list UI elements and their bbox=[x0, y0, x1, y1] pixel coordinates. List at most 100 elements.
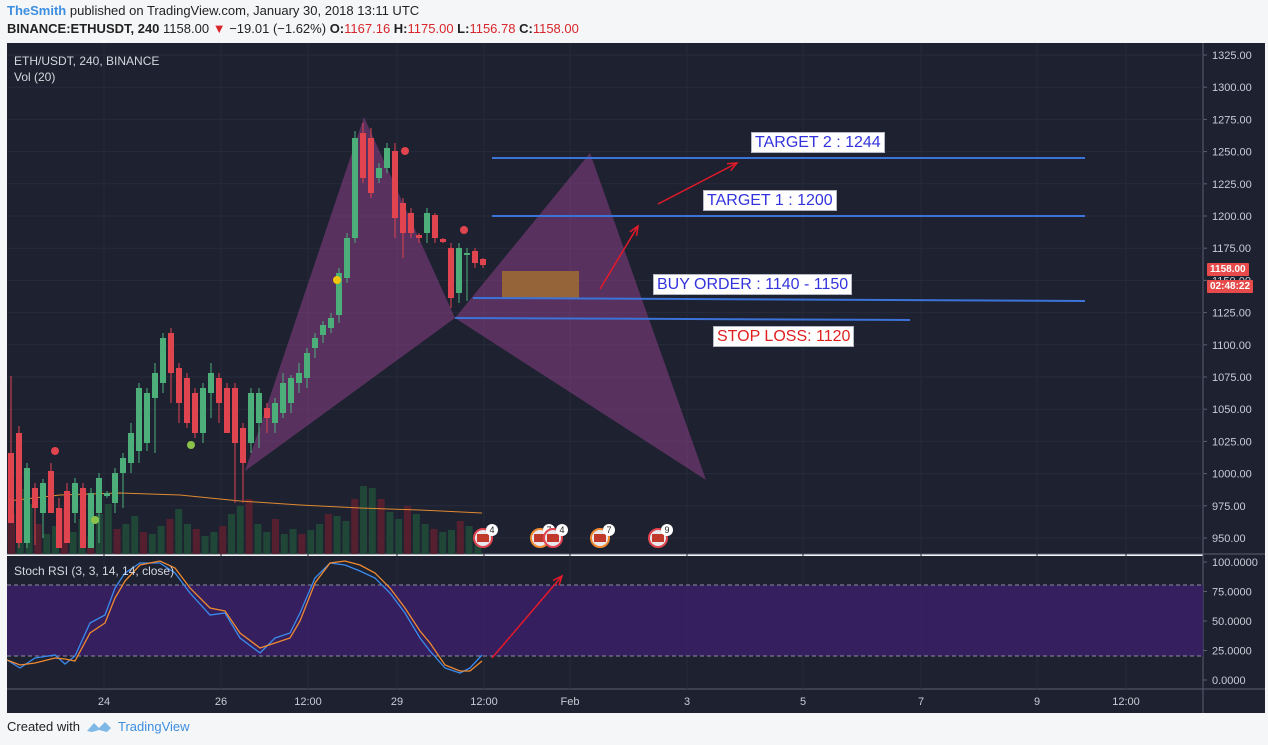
candle-body bbox=[176, 368, 182, 403]
fractal-dot bbox=[187, 441, 195, 449]
candle-body bbox=[432, 215, 438, 238]
volume-bar bbox=[201, 536, 209, 554]
buy-zone-box bbox=[502, 271, 579, 298]
buy-order-line bbox=[472, 297, 1086, 302]
volume-bar bbox=[289, 529, 297, 554]
rsi-tick-label: 0.0000 bbox=[1212, 675, 1246, 687]
volume-bar bbox=[421, 524, 429, 554]
pattern-bcd bbox=[455, 153, 706, 480]
candle-body bbox=[96, 478, 102, 513]
candle-body bbox=[232, 388, 238, 443]
volume-bar bbox=[272, 519, 279, 554]
candle-body bbox=[400, 203, 406, 233]
volume-bar bbox=[404, 506, 411, 554]
close-label: C: bbox=[519, 21, 533, 36]
countdown-badge: 02:48:22 bbox=[1207, 280, 1254, 293]
publish-info: published on TradingView.com, January 30… bbox=[69, 3, 420, 18]
event-count: 4 bbox=[489, 525, 494, 535]
price-chart[interactable]: 1325.00 1300.00 1275.00 1250.00 1225.00 1200.… bbox=[0, 43, 1268, 715]
arrow-rsi-head bbox=[552, 574, 564, 586]
volume-bar bbox=[465, 526, 473, 554]
volume-bar bbox=[52, 526, 59, 554]
arrow-target1-head bbox=[629, 224, 639, 237]
last-price: 1158.00 bbox=[163, 21, 210, 36]
candle-body bbox=[216, 378, 222, 403]
last-price-badge: 1158.00 bbox=[1207, 263, 1249, 276]
buy-order-label[interactable]: BUY ORDER : 1140 - 1150 bbox=[653, 274, 853, 295]
time-tick-label: 3 bbox=[684, 696, 690, 708]
down-triangle-icon: ▼ bbox=[212, 21, 226, 36]
volume-bar bbox=[360, 486, 367, 554]
candle-body bbox=[288, 378, 294, 403]
candle-body bbox=[256, 393, 262, 423]
time-tick-label: Feb bbox=[561, 696, 580, 708]
target2-label[interactable]: TARGET 2 : 1244 bbox=[751, 132, 885, 153]
time-tick-label: 29 bbox=[391, 696, 403, 708]
stop-loss-label[interactable]: STOP LOSS: 1120 bbox=[713, 326, 855, 347]
time-tick-label: 5 bbox=[800, 696, 806, 708]
volume-bar bbox=[131, 516, 139, 554]
candle-body bbox=[352, 138, 358, 238]
volume-bar bbox=[157, 526, 165, 554]
candle-body bbox=[440, 239, 446, 242]
price-tick-label: 1275.00 bbox=[1212, 114, 1252, 126]
rsi-tick-label: 50.0000 bbox=[1212, 616, 1252, 628]
volume-bar bbox=[236, 506, 244, 554]
volume-bar bbox=[430, 529, 438, 554]
low-label: L: bbox=[457, 21, 470, 36]
candle-body bbox=[72, 483, 78, 513]
candle-body bbox=[88, 493, 94, 548]
candle-body bbox=[224, 388, 230, 433]
price-tick-label: 1075.00 bbox=[1212, 372, 1252, 384]
event-count-bubble bbox=[661, 524, 673, 536]
event-count: 9 bbox=[664, 525, 669, 535]
candle-body bbox=[280, 383, 286, 413]
tradingview-link[interactable]: TradingView bbox=[117, 719, 190, 734]
volume-bar bbox=[351, 499, 359, 554]
volume-bar bbox=[386, 512, 394, 554]
candle-body bbox=[192, 393, 198, 433]
candle-body bbox=[160, 338, 166, 383]
candle-body bbox=[480, 259, 486, 265]
stoch-rsi-label: Stoch RSI (3, 3, 14, 14, close) bbox=[14, 564, 175, 578]
price-tick-label: 1000.00 bbox=[1212, 469, 1252, 481]
candle-body bbox=[144, 393, 150, 443]
volume-bar bbox=[210, 532, 218, 554]
footer: Created with TradingView bbox=[7, 719, 190, 734]
volume-bar bbox=[228, 514, 235, 554]
candle-body bbox=[240, 428, 246, 463]
time-tick-label: 9 bbox=[1034, 696, 1040, 708]
candle-body bbox=[56, 508, 62, 548]
price-tick-label: 1225.00 bbox=[1212, 179, 1252, 191]
volume-bar bbox=[69, 532, 77, 554]
candle-body bbox=[368, 138, 374, 193]
volume-bar bbox=[377, 499, 385, 554]
volume-bar bbox=[439, 532, 447, 554]
candle-body bbox=[8, 453, 14, 523]
price-tick-label: 975.00 bbox=[1212, 501, 1246, 513]
candle-body bbox=[112, 473, 118, 503]
symbol-label: BINANCE:ETHUSDT, 240 bbox=[7, 21, 160, 36]
author-link[interactable]: TheSmith bbox=[7, 3, 67, 18]
arrow-target1 bbox=[599, 225, 639, 290]
candle-body bbox=[320, 325, 326, 335]
time-tick-label: 12:00 bbox=[470, 696, 498, 708]
candle-body bbox=[24, 468, 30, 543]
candle-body bbox=[184, 378, 190, 423]
candle-body bbox=[344, 238, 350, 278]
event-flag-stripes bbox=[477, 534, 489, 542]
rsi-tick-label: 75.0000 bbox=[1212, 587, 1252, 599]
price-tick-label: 1200.00 bbox=[1212, 211, 1252, 223]
volume-bar bbox=[140, 532, 147, 554]
price-tick-label: 1175.00 bbox=[1212, 243, 1251, 255]
event-count: 7 bbox=[606, 525, 611, 535]
volume-bar bbox=[192, 529, 200, 554]
chart-area[interactable]: 1325.00 1300.00 1275.00 1250.00 1225.00 1200.… bbox=[0, 43, 1268, 715]
low-value: 1156.78 bbox=[469, 21, 516, 36]
rsi-tick-label: 25.0000 bbox=[1212, 646, 1252, 658]
publish-header: TheSmith published on TradingView.com, J… bbox=[7, 3, 419, 18]
target1-label[interactable]: TARGET 1 : 1200 bbox=[703, 190, 837, 211]
volume-bar bbox=[280, 534, 288, 554]
candle-body bbox=[472, 251, 478, 263]
volume-bar bbox=[263, 532, 271, 554]
